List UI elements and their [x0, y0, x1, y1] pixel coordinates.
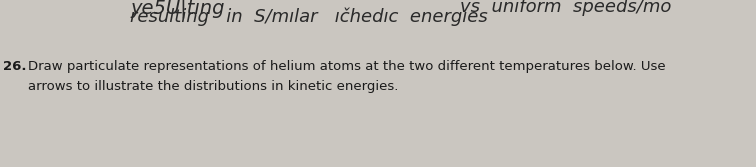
- Text: vs  unıform  speeds/mo: vs unıform speeds/mo: [460, 0, 671, 16]
- Text: Draw particulate representations of helium atoms at the two different temperatur: Draw particulate representations of heli…: [28, 60, 665, 73]
- Text: arrows to illustrate the distributions in kinetic energies.: arrows to illustrate the distributions i…: [28, 80, 398, 93]
- Text: resulting   in  S/mılar   ıčhedıc  energıes: resulting in S/mılar ıčhedıc energıes: [130, 8, 488, 27]
- Text: ye5U|tıng: ye5U|tıng: [130, 0, 225, 18]
- Text: 26.: 26.: [3, 60, 26, 73]
